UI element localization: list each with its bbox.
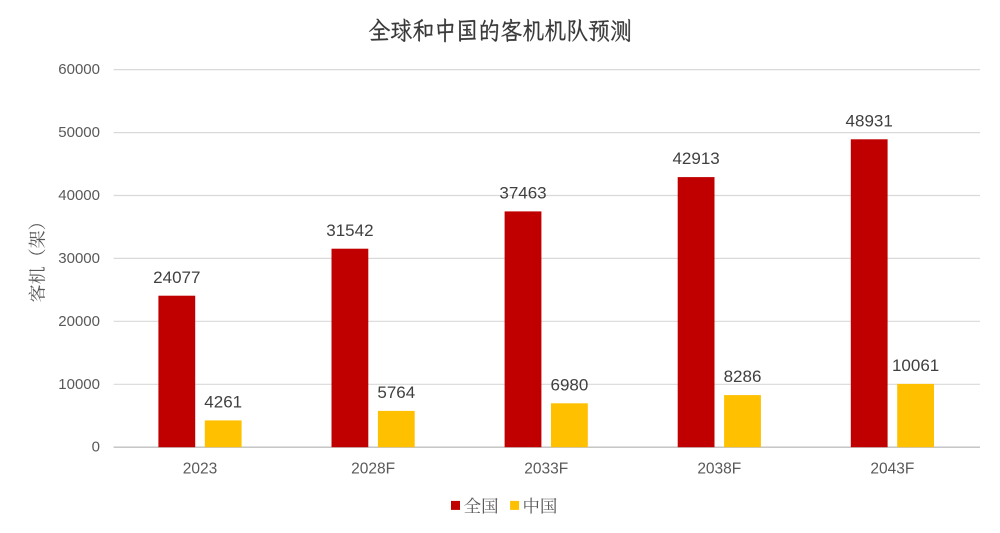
svg-text:20000: 20000 xyxy=(58,313,100,330)
svg-text:42913: 42913 xyxy=(672,149,719,168)
svg-text:2038F: 2038F xyxy=(697,461,741,478)
svg-text:2033F: 2033F xyxy=(524,461,568,478)
svg-text:30000: 30000 xyxy=(58,250,100,267)
svg-text:60000: 60000 xyxy=(58,61,100,78)
svg-text:2028F: 2028F xyxy=(351,461,395,478)
svg-text:31542: 31542 xyxy=(326,221,373,240)
svg-text:37463: 37463 xyxy=(499,184,546,203)
svg-text:5764: 5764 xyxy=(377,383,415,402)
svg-text:2023: 2023 xyxy=(183,461,217,478)
svg-text:0: 0 xyxy=(92,439,100,456)
svg-text:8286: 8286 xyxy=(724,367,762,386)
svg-text:40000: 40000 xyxy=(58,187,100,204)
svg-text:10000: 10000 xyxy=(58,376,100,393)
svg-text:10061: 10061 xyxy=(892,356,939,375)
svg-text:2043F: 2043F xyxy=(870,461,914,478)
svg-text:24077: 24077 xyxy=(153,268,200,287)
svg-text:6980: 6980 xyxy=(550,375,588,394)
svg-text:48931: 48931 xyxy=(846,111,893,130)
svg-text:50000: 50000 xyxy=(58,124,100,141)
svg-text:4261: 4261 xyxy=(204,393,242,412)
